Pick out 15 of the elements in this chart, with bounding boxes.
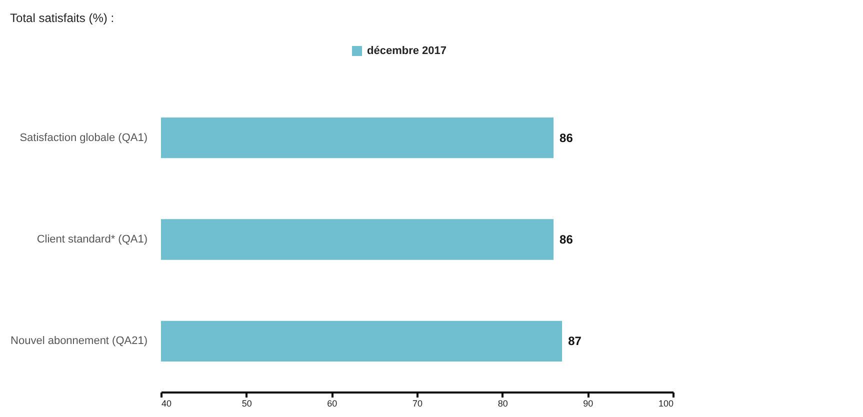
x-tick-label: 50: [242, 398, 252, 408]
x-tick-label: 60: [327, 398, 338, 408]
x-tick-label: 70: [412, 398, 423, 408]
y-tick-label: Satisfaction globale (QA1): [20, 132, 148, 144]
data-label: 86: [560, 130, 574, 145]
y-tick-label: Nouvel abonnement (QA21): [10, 335, 148, 348]
x-tick-label: 80: [498, 398, 508, 408]
legend-label: décembre 2017: [367, 45, 446, 57]
data-label: 87: [568, 334, 582, 348]
y-tick-label: Client standard* (QA1): [36, 234, 148, 246]
x-tick-label: 40: [162, 398, 172, 408]
x-tick-label: 90: [583, 398, 594, 408]
x-tick-label: 100: [658, 398, 674, 408]
data-label: 86: [560, 232, 574, 246]
text: Total satisfaits (%) :: [10, 11, 114, 25]
